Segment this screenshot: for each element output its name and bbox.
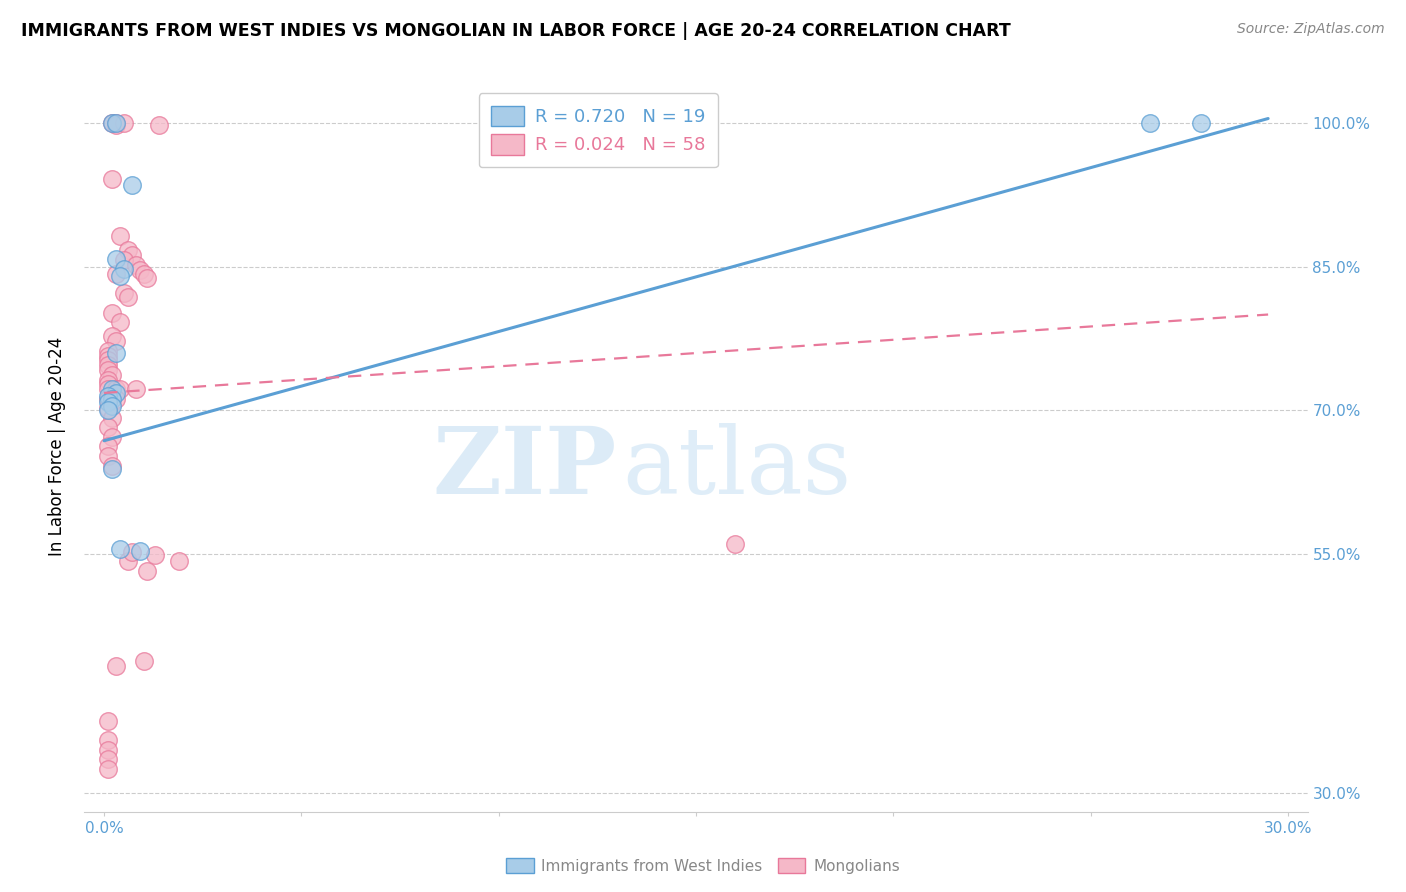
Point bbox=[112, 253, 135, 268]
Point bbox=[101, 410, 124, 425]
Point bbox=[101, 382, 124, 396]
Point bbox=[148, 118, 170, 132]
Point bbox=[97, 389, 120, 403]
Point bbox=[108, 229, 131, 244]
Point bbox=[101, 387, 124, 401]
Point bbox=[97, 403, 120, 417]
Point bbox=[108, 382, 131, 396]
Point bbox=[97, 358, 120, 372]
Point bbox=[104, 392, 127, 406]
Point bbox=[97, 401, 120, 416]
Point bbox=[104, 252, 127, 266]
Point bbox=[101, 396, 124, 410]
Point bbox=[145, 549, 167, 563]
Point bbox=[117, 243, 139, 257]
Point bbox=[97, 449, 120, 463]
Text: atlas: atlas bbox=[623, 423, 852, 513]
Point bbox=[97, 762, 120, 776]
Legend: Immigrants from West Indies, Mongolians: Immigrants from West Indies, Mongolians bbox=[501, 852, 905, 880]
Text: IMMIGRANTS FROM WEST INDIES VS MONGOLIAN IN LABOR FORCE | AGE 20-24 CORRELATION : IMMIGRANTS FROM WEST INDIES VS MONGOLIAN… bbox=[21, 22, 1011, 40]
Point bbox=[101, 171, 124, 186]
Point bbox=[97, 353, 120, 368]
Point bbox=[97, 363, 120, 377]
Text: ZIP: ZIP bbox=[432, 423, 616, 513]
Point bbox=[167, 554, 190, 568]
Point bbox=[132, 268, 155, 282]
Point bbox=[117, 554, 139, 568]
Point bbox=[101, 305, 124, 319]
Point bbox=[724, 537, 747, 551]
Point bbox=[121, 178, 143, 193]
Text: Source: ZipAtlas.com: Source: ZipAtlas.com bbox=[1237, 22, 1385, 37]
Point bbox=[104, 659, 127, 673]
Point bbox=[124, 258, 146, 272]
Point bbox=[104, 116, 127, 130]
Point bbox=[97, 373, 120, 387]
Point bbox=[112, 116, 135, 130]
Point bbox=[97, 395, 120, 409]
Point bbox=[101, 400, 124, 414]
Point bbox=[104, 116, 127, 130]
Point bbox=[108, 541, 131, 556]
Point bbox=[101, 430, 124, 444]
Point bbox=[97, 343, 120, 358]
Y-axis label: In Labor Force | Age 20-24: In Labor Force | Age 20-24 bbox=[48, 336, 66, 556]
Point bbox=[101, 116, 124, 130]
Point bbox=[97, 752, 120, 766]
Point bbox=[101, 458, 124, 473]
Point bbox=[97, 392, 120, 406]
Point bbox=[104, 268, 127, 282]
Point bbox=[112, 286, 135, 301]
Point bbox=[101, 116, 124, 130]
Point bbox=[97, 420, 120, 434]
Point bbox=[97, 714, 120, 728]
Point bbox=[101, 462, 124, 476]
Point bbox=[104, 382, 127, 396]
Point bbox=[101, 368, 124, 382]
Point bbox=[97, 382, 120, 396]
Point bbox=[1139, 116, 1161, 130]
Point bbox=[128, 262, 150, 277]
Point bbox=[124, 382, 146, 396]
Point bbox=[97, 742, 120, 756]
Point bbox=[108, 269, 131, 284]
Point bbox=[112, 261, 135, 276]
Point bbox=[97, 440, 120, 454]
Point bbox=[1189, 116, 1212, 130]
Point bbox=[104, 118, 127, 132]
Point bbox=[97, 377, 120, 392]
Point bbox=[97, 349, 120, 363]
Point bbox=[108, 315, 131, 329]
Point bbox=[136, 271, 159, 285]
Point bbox=[121, 248, 143, 262]
Point bbox=[101, 392, 124, 406]
Point bbox=[104, 386, 127, 401]
Point bbox=[121, 544, 143, 558]
Point bbox=[104, 345, 127, 359]
Point bbox=[97, 733, 120, 747]
Point bbox=[132, 654, 155, 668]
Legend: R = 0.720   N = 19, R = 0.024   N = 58: R = 0.720 N = 19, R = 0.024 N = 58 bbox=[478, 93, 717, 167]
Point bbox=[117, 290, 139, 304]
Point bbox=[136, 564, 159, 578]
Point bbox=[101, 328, 124, 343]
Point bbox=[104, 334, 127, 349]
Point bbox=[128, 543, 150, 558]
